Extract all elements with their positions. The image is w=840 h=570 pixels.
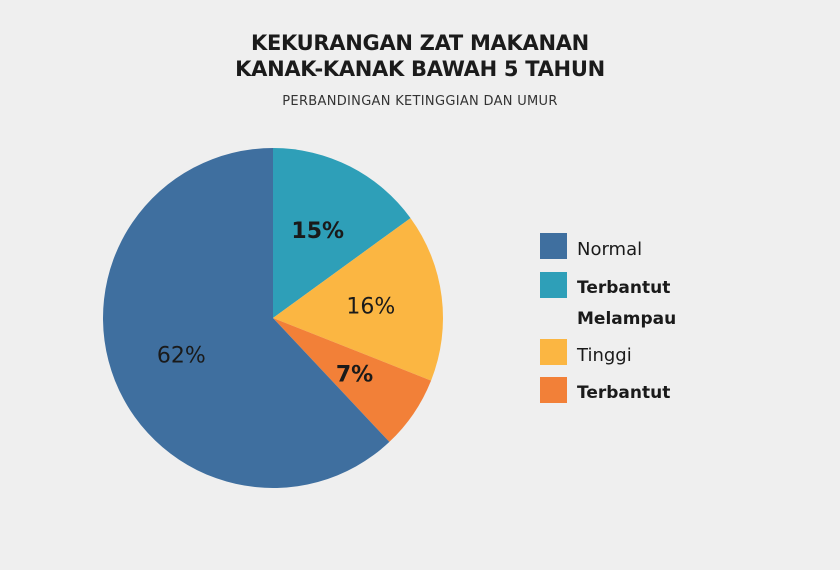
pie-slice-terbantut-melampau [273,148,411,318]
pie-label-terbantut-melampau: 15% [291,219,344,244]
pie-slices [102,148,443,488]
chart-title-line-1: KEKURANGAN ZAT MAKANAN [251,31,589,55]
legend-label-normal: Normal [577,239,643,260]
legend-swatch-terbantut [540,377,567,403]
pie-label-normal: 62% [157,343,206,368]
legend-swatch-normal [540,233,567,259]
pie-label-tinggi: 16% [346,295,395,320]
legend-label-tinggi: Tinggi [577,345,632,366]
legend-swatch-tinggi [540,339,567,365]
pie-slice-terbantut [273,318,432,442]
legend-label-terbantut-melampau: Terbantut Melampau [577,278,677,329]
pie-slice-normal [102,148,390,488]
pie-labels: 15% 16% 7% 62% [157,219,395,387]
pie-slice-tinggi [273,218,443,381]
legend-swatch-terbantut-melampau [540,272,567,298]
chart-title: KEKURANGAN ZAT MAKANAN KANAK-KANAK BAWAH… [0,30,840,82]
chart-subtitle: PERBANDINGAN KETINGGIAN DAN UMUR [282,94,558,109]
pie-label-terbantut: 7% [336,362,373,387]
chart-title-line-2: KANAK-KANAK BAWAH 5 TAHUN [235,57,605,81]
legend-label-terbantut: Terbantut [577,383,671,403]
